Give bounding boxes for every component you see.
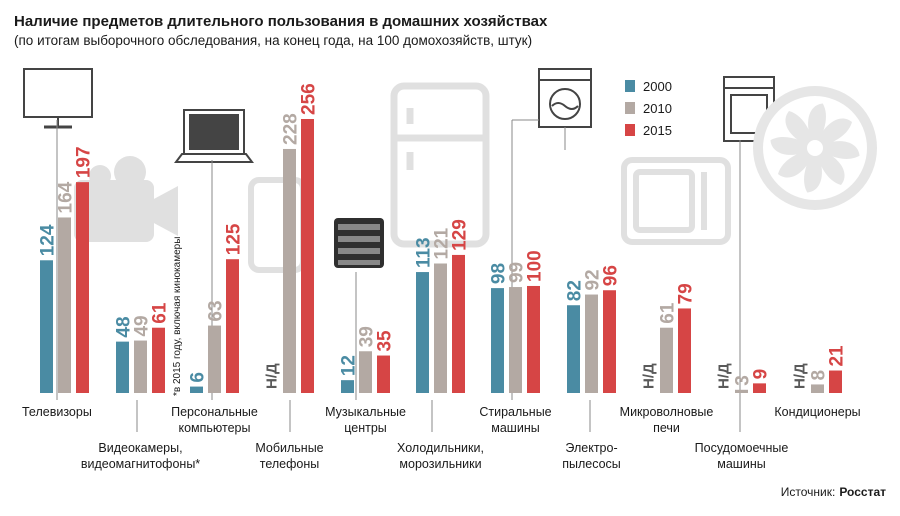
- washer-icon: [539, 69, 591, 150]
- tv-icon: [24, 69, 92, 127]
- bar-2000: [567, 305, 580, 393]
- fridge-icon: [394, 86, 486, 244]
- category-label: Кондиционеры: [774, 405, 860, 419]
- category-label: Телевизоры: [22, 405, 92, 419]
- bar-2015: [753, 383, 766, 393]
- bar-2010: [58, 217, 71, 393]
- bar-2000: [116, 342, 129, 393]
- na-label: Н/Д: [264, 363, 281, 389]
- bar-2000: [491, 288, 504, 393]
- category-label: Холодильники,: [397, 441, 484, 455]
- legend-swatch-2010: [625, 102, 635, 114]
- source-label: Источник:: [781, 485, 836, 499]
- category-label: Музыкальные: [325, 405, 406, 419]
- bar-2010: [735, 390, 748, 393]
- value-label: 125: [224, 223, 245, 255]
- legend-label-2000: 2000: [643, 79, 672, 94]
- bar-2010: [660, 328, 673, 393]
- bar-2015: [76, 182, 89, 393]
- bar-2015: [527, 286, 540, 393]
- bar-2015: [678, 308, 691, 393]
- value-label: 164: [56, 181, 77, 213]
- bar-2015: [226, 259, 239, 393]
- value-label: 129: [450, 219, 471, 251]
- bar-2010: [283, 149, 296, 393]
- category-label: Мобильные: [255, 441, 323, 455]
- legend: 2000 2010 2015: [625, 79, 672, 138]
- na-label: Н/Д: [716, 363, 733, 389]
- bar-2015: [301, 119, 314, 393]
- category-label: морозильники: [399, 457, 481, 471]
- value-label: 6: [188, 372, 209, 383]
- laptop-icon: [176, 110, 252, 162]
- category-label: Микроволновые: [620, 405, 714, 419]
- bar-2015: [377, 356, 390, 393]
- value-label: 63: [206, 300, 227, 321]
- value-label: 256: [299, 83, 320, 115]
- value-label: 9: [751, 369, 772, 380]
- source-name: Росстат: [839, 485, 886, 499]
- bar-2010: [585, 295, 598, 393]
- category-label: телефоны: [260, 457, 320, 471]
- value-label: 61: [150, 302, 171, 324]
- category-label: видеомагнитофоны*: [81, 457, 200, 471]
- stereo-icon: [334, 218, 384, 268]
- footnote: *в 2015 году, включая кинокамеры: [172, 237, 183, 396]
- category-label: Стиральные: [479, 405, 551, 419]
- value-label: 8: [809, 370, 830, 381]
- category-label: Видеокамеры,: [98, 441, 182, 455]
- bar-2000: [190, 387, 203, 393]
- value-label: 124: [38, 224, 59, 256]
- category-label: Посудомоечные: [695, 441, 789, 455]
- fan-icon: [753, 86, 877, 210]
- bar-2000: [341, 380, 354, 393]
- value-label: 35: [375, 330, 396, 352]
- category-label: центры: [344, 421, 387, 435]
- legend-label-2010: 2010: [643, 101, 672, 116]
- bar-2010: [134, 341, 147, 393]
- bar-2015: [152, 328, 165, 393]
- value-label: 21: [827, 345, 848, 367]
- category-label: пылесосы: [562, 457, 621, 471]
- category-label: машины: [491, 421, 539, 435]
- value-label: 197: [74, 146, 95, 178]
- bar-2000: [416, 272, 429, 393]
- value-label: 100: [525, 250, 546, 282]
- microwave-icon: [624, 160, 728, 242]
- chart-subtitle: (по итогам выборочного обследования, на …: [14, 33, 532, 48]
- category-label: компьютеры: [178, 421, 250, 435]
- category-label: машины: [717, 457, 765, 471]
- bar-2015: [603, 290, 616, 393]
- bar-2015: [829, 371, 842, 393]
- legend-swatch-2000: [625, 80, 635, 92]
- category-labels: Телевизоры Видеокамеры, видеомагнитофоны* П…: [22, 405, 861, 471]
- source: Источник: Росстат: [781, 485, 886, 499]
- na-label: Н/Д: [792, 363, 809, 389]
- bar-2010: [434, 263, 447, 393]
- value-label: 96: [601, 265, 622, 286]
- category-label: Персональные: [171, 405, 258, 419]
- bar-2010: [811, 384, 824, 393]
- legend-swatch-2015: [625, 124, 635, 136]
- legend-label-2015: 2015: [643, 123, 672, 138]
- bar-2000: [40, 260, 53, 393]
- bar-2010: [208, 326, 221, 393]
- value-label: 79: [676, 283, 697, 304]
- category-label: печи: [653, 421, 680, 435]
- bar-2010: [509, 287, 522, 393]
- chart-title: Наличие предметов длительного пользовани…: [14, 13, 548, 30]
- na-label: Н/Д: [641, 363, 658, 389]
- bar-2010: [359, 351, 372, 393]
- bar-2015: [452, 255, 465, 393]
- value-label: 12: [339, 355, 360, 376]
- category-label: Электро-: [565, 441, 617, 455]
- value-label: 228: [281, 113, 302, 145]
